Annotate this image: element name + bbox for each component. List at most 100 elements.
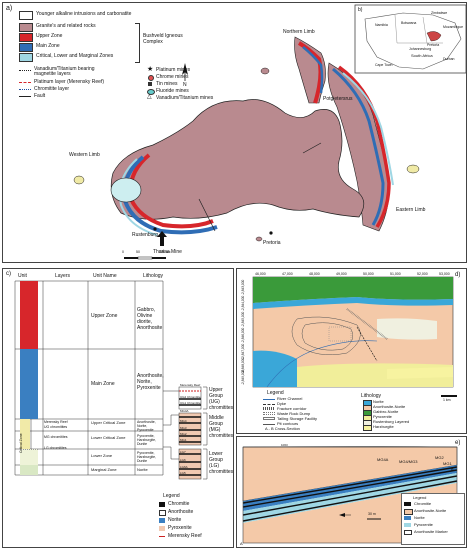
- swatch-critical: [19, 53, 33, 62]
- unit-bar-upper: [20, 281, 38, 349]
- pretoria-dot: [269, 231, 273, 235]
- swatch-main-zone: [19, 43, 33, 52]
- inset-bushveld-shape: [426, 31, 442, 42]
- unit-marginal-zone: Marginal Zone: [91, 467, 117, 472]
- label-bushveld: Bushveld Igneous Complex: [143, 33, 183, 45]
- western-limb-main: [122, 155, 218, 235]
- label-north: N: [183, 82, 187, 88]
- label-chromitite-layer: Chromitite layer: [34, 86, 70, 92]
- swatch-pyroxenite: [159, 526, 165, 531]
- north-arrow-icon: [182, 63, 188, 81]
- label-main-zone: Main Zone: [36, 43, 60, 49]
- map-legend: Younger alkaline intrusions and carbonat…: [19, 11, 229, 101]
- legend-d-fracture: Fracture corridor: [277, 406, 307, 411]
- swatch-chromitie: [159, 502, 165, 507]
- tailing-icon: [263, 417, 275, 420]
- swatch-granite: [19, 23, 33, 32]
- seam-mg3: MG3: [180, 426, 187, 430]
- panel-a-letter: a): [6, 5, 13, 12]
- legend-brace: [135, 23, 140, 63]
- label-northern-limb: Northern Limb: [283, 29, 315, 35]
- triangle-icon: △: [147, 94, 152, 100]
- seam-mg2-line: [242, 475, 458, 516]
- legend-c-title: Legend: [163, 493, 180, 499]
- waste-rock-dump: [328, 326, 352, 342]
- dashed-red-line-icon: [159, 536, 165, 537]
- label-rustenburg: Rustenburg: [132, 232, 158, 238]
- map-scale-bar: [124, 256, 166, 260]
- unit-main-zone: Main Zone: [91, 381, 115, 387]
- label-e-b: B: [451, 467, 454, 472]
- label-fault: Fault: [34, 93, 46, 99]
- legend-d-waste: Waste Rock Dump: [277, 411, 311, 416]
- label-e-mg1: MG1: [443, 461, 452, 466]
- unit-bar-lower-critical: [20, 431, 30, 449]
- seam-lg5: LG5: [180, 471, 186, 475]
- gabbro-norite-band: [253, 277, 453, 303]
- unit-lower-critical: Lower Critical Zone: [91, 435, 126, 440]
- lith-upper: Gabbro, Olivine diorite, Anorthosite: [137, 307, 163, 331]
- fault-line-2: [302, 142, 322, 154]
- label-e-norite: Norite: [414, 515, 425, 520]
- northern-limb-main: [302, 46, 324, 94]
- inset-label-johannesburg: Johannesburg: [409, 47, 432, 51]
- panel-a-map: a) Younger alkaline intrusions and carbo…: [2, 2, 467, 263]
- label-d-harzburgite: Harzburgite: [373, 424, 394, 429]
- unit-bar-upper-critical: [20, 419, 30, 431]
- dotted-blue-line-icon: [19, 89, 31, 90]
- rustenburg-patch: [377, 318, 437, 340]
- lith-marginal: Norite: [137, 467, 148, 472]
- label-scale-d: 1 km: [443, 398, 451, 402]
- swatch-e-marker: [404, 530, 412, 535]
- pilanesberg-complex: [110, 177, 142, 203]
- legend-d-section: A - B Cross-Section: [265, 426, 300, 431]
- outlier-east: [406, 164, 420, 174]
- unit-bar-main: [20, 349, 38, 419]
- lith-main: Anorthosite, Norite, Pyroxenite: [137, 373, 164, 391]
- rustenburg-dot: [153, 227, 157, 231]
- xtick-1: 47,000: [282, 272, 293, 276]
- seam-mg1: MG1: [180, 438, 187, 442]
- inset-label-botswana: Botswana: [401, 21, 417, 25]
- inset-africa-outline: [364, 12, 462, 70]
- pit-contours-2: [301, 322, 353, 351]
- swatch-e-anorthosite-norite: [404, 509, 413, 515]
- label-d-anorthosite: Anorthosite-Norite: [373, 404, 406, 409]
- inset-label-zimbabwe: Zimbabwe: [431, 11, 448, 15]
- unit-lower-zone: Lower Zone: [91, 453, 113, 458]
- xtick-3: 49,000: [336, 272, 347, 276]
- label-d-norite: Norite: [373, 399, 384, 404]
- swatch-norite: [159, 518, 165, 523]
- swatch-anorthosite: [159, 510, 166, 516]
- legend-d-river: River Channel: [277, 396, 303, 401]
- label-e-pyroxenite: Pyroxenite: [414, 522, 433, 527]
- inset-label-pretoria: Pretoria: [427, 43, 440, 47]
- label-e-anorthosite-norite: Anorthosite-Norite: [414, 508, 447, 513]
- xtick-6: 52,000: [417, 272, 428, 276]
- col-header-unit: Unit: [18, 273, 27, 279]
- xtick-4: 50,000: [363, 272, 374, 276]
- pit-contours: [291, 316, 361, 355]
- label-fluoride-mines: Fluoride mines: [156, 88, 189, 94]
- label-merensky: Platinum layer (Merensky Reef): [34, 79, 105, 85]
- inset-label-south-africa: South Africa: [411, 53, 433, 58]
- harzburgite-band: [387, 367, 453, 379]
- unit-bar-marginal: [20, 465, 38, 475]
- central-granite: [110, 99, 365, 220]
- col-header-lithology: Lithology: [143, 273, 164, 279]
- label-eastern-limb: Eastern Limb: [396, 207, 426, 213]
- seam-ug2: UG2 Chromitite: [180, 395, 201, 399]
- inset-label-cape-town: Cape Town: [375, 63, 393, 67]
- seam-mg4: MG4: [180, 419, 187, 423]
- river-line-icon: [263, 399, 275, 400]
- inset-borders: [394, 14, 443, 44]
- xtick-7: 53,000: [439, 272, 450, 276]
- label-e-marker: Anorthosite Marker: [414, 529, 448, 534]
- oval-icon: [147, 89, 155, 95]
- label-vti-mines: Vanadium/Titanium mines: [156, 95, 214, 101]
- panel-c-letter: c): [6, 271, 11, 277]
- inset-label-durban: Durban: [443, 57, 455, 61]
- label-e-mg4a: MG4A: [377, 457, 389, 462]
- outlier-west: [73, 175, 85, 185]
- panel-e-section: e) MG4A MG4/MG3 MG2 MG1 A B 30 m 1063 Le…: [236, 436, 467, 548]
